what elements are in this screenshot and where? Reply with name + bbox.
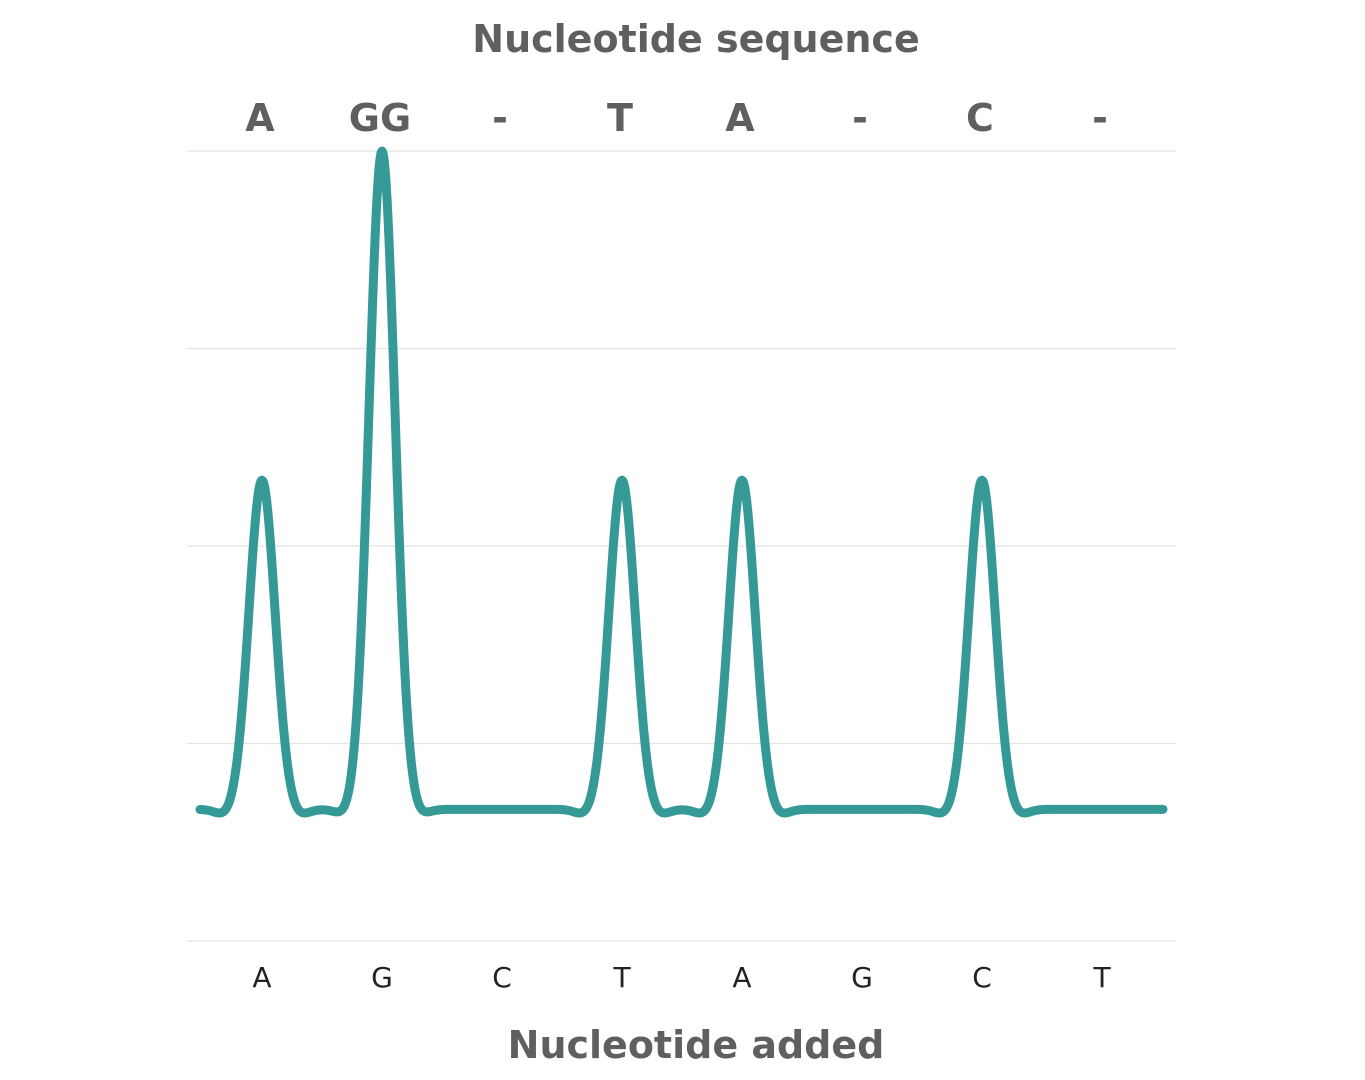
x-axis-title: Nucleotide added xyxy=(508,1023,885,1067)
x-tick-label: C xyxy=(972,961,992,994)
chart-title: Nucleotide sequence xyxy=(472,17,919,61)
sequence-label: T xyxy=(607,96,633,140)
signal-trace xyxy=(195,146,1168,818)
x-tick-label: A xyxy=(252,961,271,994)
x-tick-label: T xyxy=(1092,961,1111,994)
sequence-label: C xyxy=(966,96,994,140)
x-tick-label: A xyxy=(732,961,751,994)
x-tick-label: C xyxy=(492,961,512,994)
sequence-label: - xyxy=(852,96,868,140)
sequence-label: A xyxy=(245,96,275,140)
grid-lines xyxy=(187,150,1176,942)
sequence-label: GG xyxy=(349,96,411,140)
sequence-label: A xyxy=(725,96,755,140)
sequence-label: - xyxy=(1092,96,1108,140)
x-tick-label: T xyxy=(612,961,631,994)
sequence-label: - xyxy=(492,96,508,140)
sequence-labels: A GG - T A - C - xyxy=(245,96,1108,140)
x-tick-label: G xyxy=(851,961,873,994)
x-tick-label: G xyxy=(371,961,393,994)
